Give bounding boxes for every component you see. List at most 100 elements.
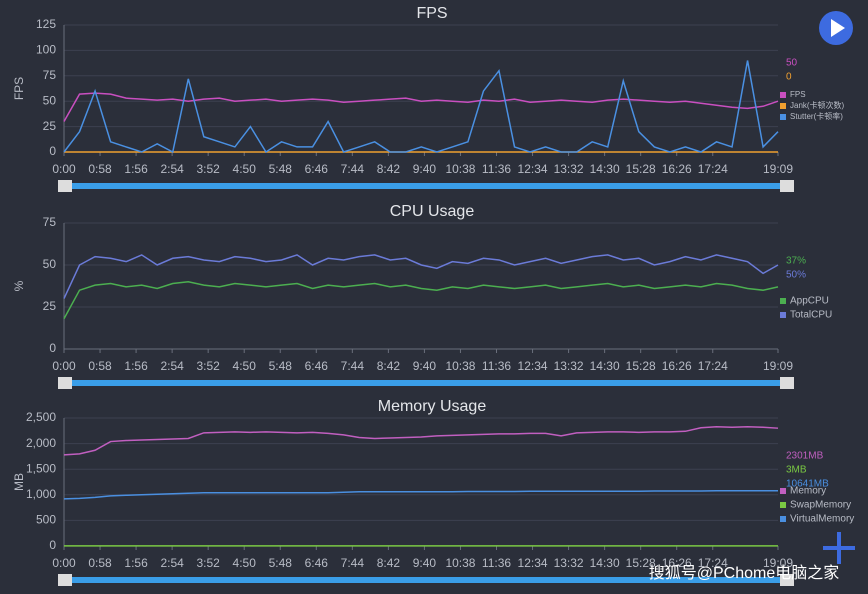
chart-title: Memory Usage	[378, 398, 487, 415]
legend-swatch	[780, 114, 786, 120]
legend-swatch	[780, 516, 786, 522]
current-value: 3MB	[786, 465, 807, 476]
series-line	[63, 92, 779, 122]
legend-swatch	[780, 488, 786, 494]
range-slider	[62, 183, 794, 189]
legend-swatch	[780, 502, 786, 508]
y-tick-label: 0	[49, 538, 56, 552]
x-tick-label: 4:50	[233, 359, 257, 373]
x-tick-label: 15:28	[626, 556, 656, 570]
add-icon[interactable]	[823, 532, 855, 564]
y-tick-label: 25	[43, 119, 57, 133]
x-tick-label: 12:34	[518, 359, 548, 373]
range-slider	[62, 577, 794, 583]
x-tick-label: 0:00	[52, 359, 76, 373]
x-tick-label: 3:52	[196, 162, 220, 176]
x-tick-label: 19:09	[763, 359, 793, 373]
x-tick-label: 11:36	[482, 556, 511, 570]
x-tick-label: 11:36	[482, 359, 511, 373]
x-tick-label: 8:42	[377, 556, 401, 570]
current-value: 2301MB	[786, 451, 824, 462]
x-tick-label: 19:09	[763, 556, 793, 570]
slider-handle[interactable]	[780, 574, 794, 586]
watermark: 搜狐号@PChome电脑之家	[649, 564, 840, 582]
x-tick-label: 10:38	[445, 162, 475, 176]
x-tick-label: 5:48	[269, 359, 293, 373]
x-tick-label: 6:46	[305, 162, 329, 176]
x-tick-label: 1:56	[124, 359, 148, 373]
legend-label: SwapMemory	[790, 500, 851, 511]
x-tick-label: 12:34	[518, 162, 548, 176]
range-slider	[62, 380, 794, 386]
y-tick-label: 2,000	[26, 436, 56, 450]
x-tick-label: 13:32	[554, 162, 584, 176]
x-tick-label: 6:46	[305, 556, 329, 570]
x-tick-label: 4:50	[233, 162, 257, 176]
x-tick-label: 0:58	[88, 359, 112, 373]
slider-handle[interactable]	[780, 377, 794, 389]
x-tick-label: 12:34	[518, 556, 548, 570]
y-tick-label: 2,500	[26, 410, 56, 424]
legend-label: AppCPU	[790, 296, 829, 307]
x-tick-label: 14:30	[590, 162, 620, 176]
x-tick-label: 14:30	[590, 359, 620, 373]
y-axis-label: FPS	[12, 77, 26, 100]
x-tick-label: 15:28	[626, 162, 656, 176]
slider-handle[interactable]	[58, 180, 72, 192]
y-tick-label: 0	[49, 144, 56, 158]
x-tick-label: 0:00	[52, 162, 76, 176]
y-tick-label: 50	[43, 93, 57, 107]
y-tick-label: 25	[43, 299, 57, 313]
current-value: 10641MB	[786, 479, 829, 490]
chart-title: FPS	[416, 5, 447, 22]
x-tick-label: 7:44	[341, 162, 365, 176]
legend-label: VirtualMemory	[790, 514, 854, 525]
x-tick-label: 16:26	[662, 162, 692, 176]
current-value: 0	[786, 72, 792, 83]
legend-label: TotalCPU	[790, 310, 832, 321]
x-tick-label: 0:58	[88, 162, 112, 176]
series-line	[63, 425, 779, 456]
play-icon	[831, 19, 845, 37]
y-tick-label: 125	[36, 17, 56, 31]
x-tick-label: 9:40	[413, 359, 437, 373]
x-tick-label: 9:40	[413, 556, 437, 570]
legend-label: Memory	[790, 486, 826, 497]
x-tick-label: 2:54	[160, 359, 184, 373]
x-tick-label: 16:26	[662, 359, 692, 373]
x-tick-label: 0:00	[52, 556, 76, 570]
x-tick-label: 3:52	[196, 556, 220, 570]
x-tick-label: 11:36	[482, 162, 511, 176]
y-tick-label: 0	[49, 341, 56, 355]
series-line	[63, 60, 779, 154]
slider-handle[interactable]	[58, 377, 72, 389]
current-value: 50	[786, 58, 798, 69]
y-tick-label: 50	[43, 257, 57, 271]
x-tick-label: 1:56	[124, 162, 148, 176]
x-tick-label: 8:42	[377, 162, 401, 176]
slider-handle[interactable]	[58, 574, 72, 586]
x-tick-label: 17:24	[698, 556, 728, 570]
x-tick-label: 13:32	[554, 556, 584, 570]
slider-handle[interactable]	[780, 180, 794, 192]
legend-label: Jank(卡顿次数)	[790, 100, 845, 110]
x-tick-label: 7:44	[341, 359, 365, 373]
y-tick-label: 500	[36, 513, 56, 527]
x-tick-label: 2:54	[160, 162, 184, 176]
legend-label: Stutter(卡顿率)	[790, 111, 843, 121]
x-tick-label: 2:54	[160, 556, 184, 570]
legend-swatch	[780, 312, 786, 318]
legend-swatch	[780, 103, 786, 109]
chart-title: CPU Usage	[390, 203, 475, 220]
x-tick-label: 10:38	[445, 359, 475, 373]
y-tick-label: 100	[36, 43, 56, 57]
series-line	[63, 489, 778, 500]
y-tick-label: 1,000	[26, 487, 56, 501]
x-tick-label: 3:52	[196, 359, 220, 373]
series-line	[63, 254, 779, 299]
x-tick-label: 14:30	[590, 556, 620, 570]
x-tick-label: 8:42	[377, 359, 401, 373]
series-line	[63, 281, 779, 320]
x-tick-label: 10:38	[445, 556, 475, 570]
